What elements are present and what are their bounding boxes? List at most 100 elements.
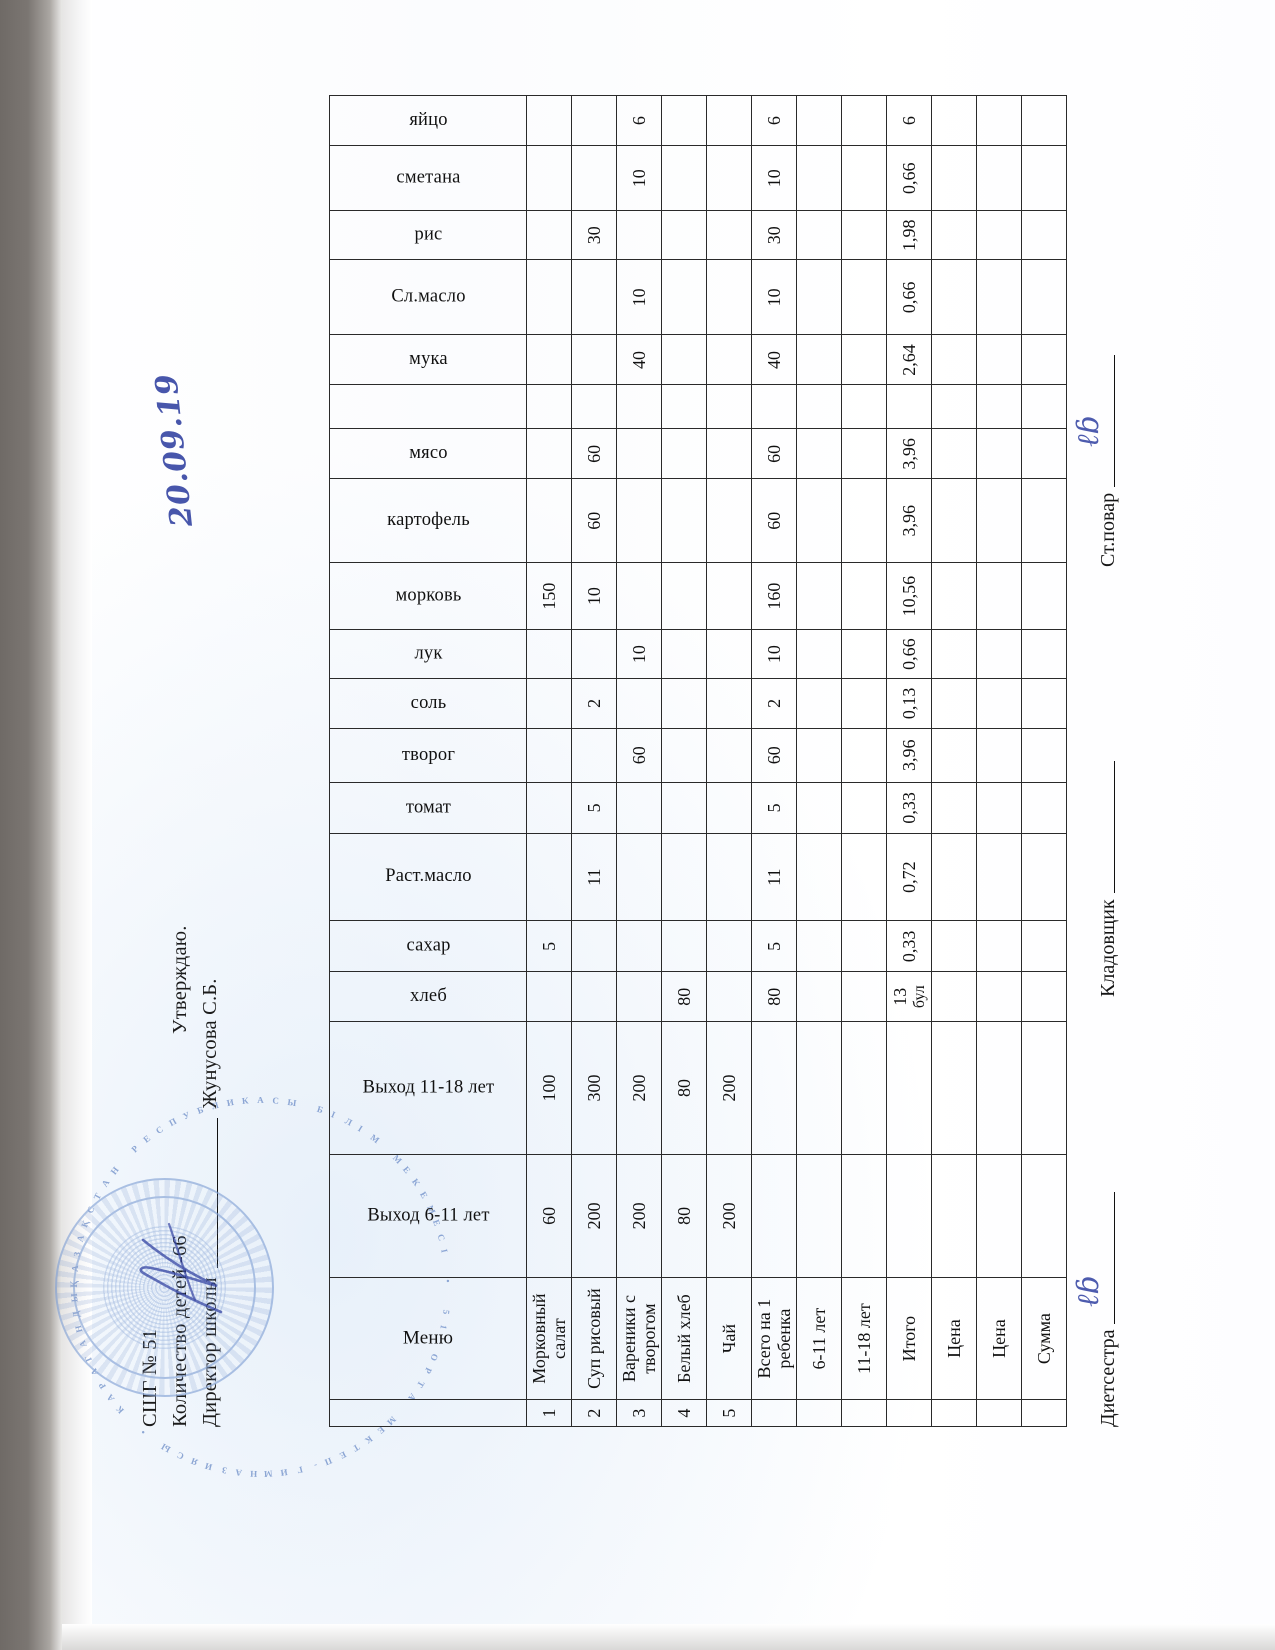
column-header-curd: творог: [329, 728, 527, 783]
cell-blank: [841, 385, 887, 429]
signature-label: Ст.повар: [1097, 492, 1119, 567]
signature-line: [1100, 1191, 1115, 1324]
cell-blank: [1021, 385, 1067, 429]
stamp-ring-char: Б: [315, 1104, 325, 1116]
cell-out1: [1021, 1154, 1067, 1278]
stamp-ring-char: •: [137, 1427, 148, 1438]
cell-butter: [841, 259, 887, 335]
cell-egg: [931, 95, 977, 146]
menu-item-name: Вареники с творогом: [616, 1277, 662, 1400]
cell-bread: [976, 971, 1022, 1022]
cell-bread: [931, 971, 977, 1022]
cell-potato: [661, 478, 707, 563]
cell-meat: [1021, 428, 1067, 479]
cell-salt: [616, 678, 662, 729]
cell-butter: [706, 259, 752, 335]
cell-blank: [616, 385, 662, 429]
menu-header-row: Меню Выход 6-11 лет Выход 11-18 лет хлеб сах…: [329, 95, 527, 1427]
cell-salt: 2: [571, 678, 617, 729]
cell-flour: [931, 334, 977, 385]
director-name: Жунусова С.Б.: [199, 978, 221, 1109]
table-row: 2 Суп рисовый 200 300 11 5 2 10 60 60 30: [571, 95, 617, 1427]
cell-potato: 60: [571, 478, 617, 563]
cell-bread: [571, 971, 617, 1022]
stamp-ring-char: А: [103, 1392, 116, 1405]
row-number: [931, 1399, 977, 1427]
cell-butter: 10: [751, 259, 797, 335]
cell-blank: [886, 385, 932, 429]
cell-butter: [976, 259, 1022, 335]
cell-egg: [796, 95, 842, 146]
cell-curd: [841, 728, 887, 783]
cell-oil: [796, 833, 842, 921]
cell-bread-note: бул: [910, 985, 928, 1009]
cell-egg: [571, 95, 617, 146]
cell-sour: [661, 145, 707, 211]
cell-potato: [976, 478, 1022, 563]
cell-sour: [931, 145, 977, 211]
cell-rice: [976, 210, 1022, 260]
stamp-ring-char: З: [220, 1465, 228, 1477]
row-number: [796, 1399, 842, 1427]
cell-out1: [976, 1154, 1022, 1278]
cell-oil: 0,72: [886, 833, 932, 921]
document-sheet: СШГ № 51 Количество детей -66 Утверждаю.…: [55, 95, 1177, 1555]
cell-tom: [1021, 782, 1067, 834]
cell-sugar: [931, 920, 977, 972]
column-header-out1: Выход 6-11 лет: [329, 1154, 527, 1278]
column-header-label: Выход 6-11 лет: [366, 1205, 490, 1226]
column-header-label: сметана: [395, 167, 461, 188]
cell-sour: 10: [751, 145, 797, 211]
cell-salt: [841, 678, 887, 729]
cell-oil: [661, 833, 707, 921]
cell-blank: [796, 385, 842, 429]
cell-meat: 60: [751, 428, 797, 479]
column-header-label: хлеб: [409, 986, 447, 1007]
cell-egg: 6: [616, 95, 662, 146]
cell-egg: 6: [886, 95, 932, 146]
column-header-oil: Раст.масло: [329, 833, 527, 921]
cell-onion: [661, 629, 707, 679]
cell-carrot: [976, 562, 1022, 630]
cell-sugar: [706, 920, 752, 972]
cell-out1: 60: [526, 1154, 572, 1278]
column-header-potato: картофель: [329, 478, 527, 563]
cell-meat: [931, 428, 977, 479]
row-number: [976, 1399, 1022, 1427]
cell-flour: [841, 334, 887, 385]
cell-sour: [841, 145, 887, 211]
handwritten-date: 20.09.19: [149, 371, 200, 529]
column-header-salt: соль: [329, 678, 527, 729]
column-header-bread: хлеб: [329, 971, 527, 1022]
cell-egg: [1021, 95, 1067, 146]
cell-out2: [976, 1021, 1022, 1155]
cell-curd: [706, 728, 752, 783]
cell-flour: [796, 334, 842, 385]
stamp-ring-char: Т: [91, 1191, 103, 1202]
cell-out1: [931, 1154, 977, 1278]
column-header-onion: лук: [329, 629, 527, 679]
cell-carrot: [796, 562, 842, 630]
cell-sour: [976, 145, 1022, 211]
stamp-ring-char: П: [322, 1455, 334, 1469]
menu-item-name: Белый хлеб: [661, 1277, 707, 1400]
cell-oil: [706, 833, 752, 921]
stamp-ring-char: Қ: [68, 1280, 79, 1288]
menu-table-body: 1 Морковный салат 60 100 5 150 2 Суп рисовый 200…: [526, 95, 1067, 1427]
stamp-ring-char: Қ: [78, 1219, 91, 1230]
cell-tom: [796, 782, 842, 834]
cell-sugar: [976, 920, 1022, 972]
cell-butter: [796, 259, 842, 335]
cell-curd: [1021, 728, 1067, 783]
cell-tom: [661, 782, 707, 834]
cell-meat: [706, 428, 752, 479]
cell-onion: [976, 629, 1022, 679]
column-header-label: сахар: [405, 935, 451, 956]
cell-sour: 0,66: [886, 145, 932, 211]
stamp-ring-char: А: [69, 1264, 80, 1273]
cell-potato: [931, 478, 977, 563]
cell-salt: [796, 678, 842, 729]
cell-curd: [796, 728, 842, 783]
cell-curd: [571, 728, 617, 783]
stamp-ring-char: И: [202, 1461, 213, 1473]
